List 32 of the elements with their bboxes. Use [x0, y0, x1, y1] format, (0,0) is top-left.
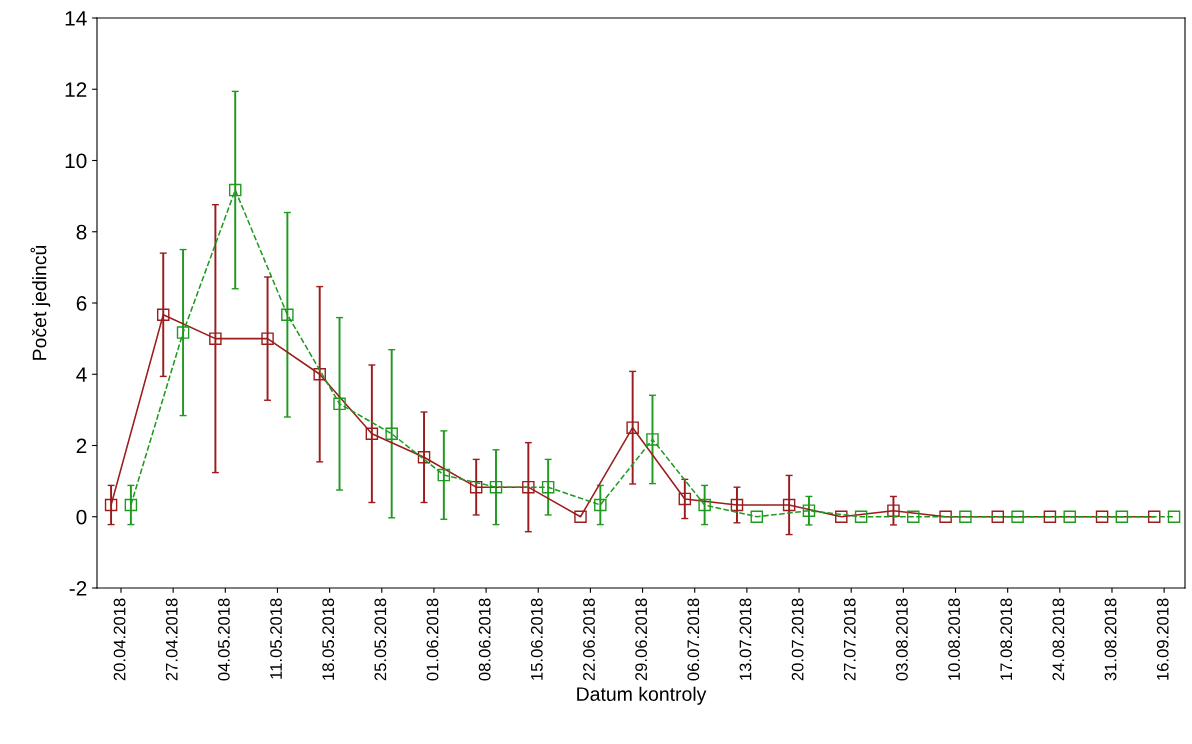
x-tick-label: 01.06.2018 — [426, 598, 439, 681]
y-tick-label: 14 — [65, 11, 87, 26]
x-tick-label: 25.05.2018 — [374, 598, 387, 681]
y-tick-label: 2 — [76, 438, 87, 454]
x-tick-label: 27.04.2018 — [165, 598, 178, 681]
x-tick-label: 13.07.2018 — [739, 598, 752, 680]
y-tick-label: 0 — [76, 509, 87, 525]
x-tick-label: 22.06.2018 — [583, 598, 595, 681]
x-tick-label: 18.05.2018 — [322, 598, 335, 680]
y-tick-label: 4 — [76, 367, 87, 382]
y-tick-label: 8 — [76, 224, 87, 240]
x-tick-label: 20.04.2018 — [113, 598, 126, 681]
x-axis-title: Datum kontroly — [577, 686, 707, 705]
x-tick-label: 16.09.2018 — [1156, 598, 1169, 680]
x-tick-label: 17.08.2018 — [1000, 598, 1013, 680]
x-tick-label: 20.07.2018 — [791, 598, 804, 681]
x-tick-label: 29.06.2018 — [635, 598, 648, 681]
y-tick-label: 6 — [76, 296, 87, 311]
x-tick-label: 10.08.2018 — [948, 598, 960, 680]
y-tick-label: 12 — [65, 82, 87, 97]
y-tick-label: 10 — [65, 153, 87, 169]
x-tick-label: 31.08.2018 — [1104, 598, 1117, 681]
x-tick-label: 27.07.2018 — [843, 598, 856, 681]
y-axis-title: Počet jedinců — [30, 245, 51, 360]
x-tick-label: 24.08.2018 — [1052, 598, 1065, 681]
x-tick-label: 04.05.2018 — [217, 598, 230, 681]
y-tick-label: -2 — [69, 581, 87, 596]
x-tick-label: 11.05.2018 — [270, 598, 282, 679]
x-tick-label: 06.07.2018 — [687, 598, 700, 681]
x-tick-label: 15.06.2018 — [530, 598, 543, 680]
x-tick-label: 03.08.2018 — [896, 598, 908, 681]
x-tick-label: 08.06.2018 — [478, 598, 491, 681]
